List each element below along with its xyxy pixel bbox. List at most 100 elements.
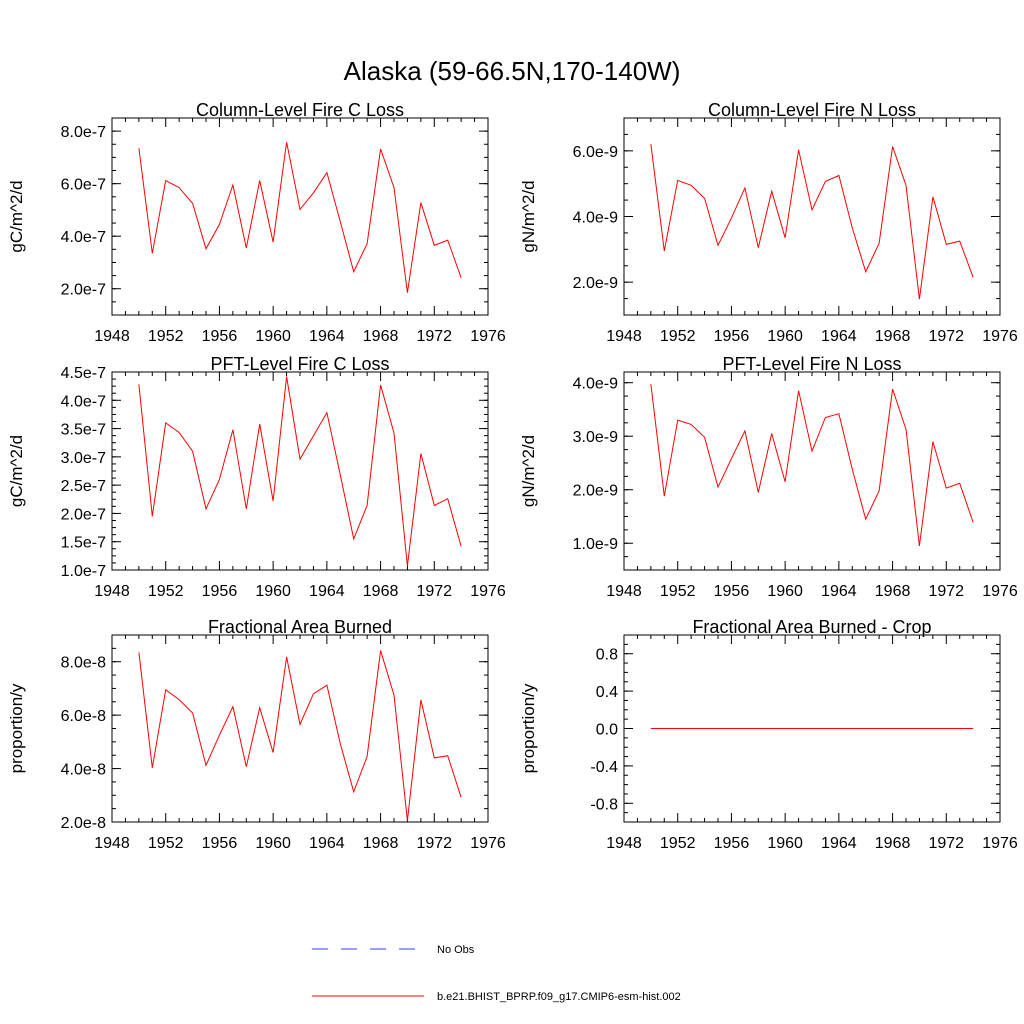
- x-tick-label: 1964: [821, 835, 857, 852]
- y-tick-label: 1.5e-7: [61, 535, 106, 552]
- x-tick-label: 1968: [363, 835, 399, 852]
- x-tick-label: 1976: [470, 835, 506, 852]
- y-tick-label: 3.0e-9: [573, 429, 618, 446]
- y-tick-label: 4.0e-9: [573, 210, 618, 227]
- series-line-model: [138, 650, 462, 821]
- x-tick-label: 1968: [363, 328, 399, 345]
- x-tick-label: 1968: [875, 835, 911, 852]
- panel-column-level-fire-c-loss: Column-Level Fire C Loss gC/m^2/d 1948 1952…: [7, 100, 506, 345]
- panel-pft-level-fire-n-loss: PFT-Level Fire N Loss gN/m^2/d 1948 1952 195…: [519, 354, 1018, 600]
- x-tick-label: 1952: [660, 835, 696, 852]
- series-line-model: [138, 142, 462, 293]
- y-tick-label: 2.0e-7: [61, 506, 106, 523]
- plot-frame: [111, 117, 489, 316]
- x-tick-label: 1952: [148, 835, 184, 852]
- plot-frame: [623, 371, 1001, 571]
- x-tick-label: 1952: [660, 328, 696, 345]
- x-tick-label: 1948: [606, 328, 642, 345]
- x-tick-label: 1960: [767, 328, 803, 345]
- x-tick-label: 1960: [255, 328, 291, 345]
- x-tick-label: 1952: [148, 583, 184, 600]
- y-tick-label: 2.0e-9: [573, 483, 618, 500]
- x-tick-label: 1960: [767, 583, 803, 600]
- x-tick-label: 1972: [416, 835, 452, 852]
- y-tick-label: 6.0e-9: [573, 144, 618, 161]
- y-tick-label: 4.0e-7: [61, 229, 106, 246]
- y-tick-label: 0.0: [596, 722, 618, 739]
- x-tick-label: 1972: [416, 328, 452, 345]
- series-line-model: [650, 144, 974, 300]
- panel-title: PFT-Level Fire C Loss: [210, 354, 389, 374]
- y-tick-label: 3.5e-7: [61, 422, 106, 439]
- x-tick-label: 1976: [982, 328, 1018, 345]
- y-tick-label: 4.0e-9: [573, 376, 618, 393]
- x-tick-label: 1964: [309, 583, 345, 600]
- panel-title: PFT-Level Fire N Loss: [722, 354, 901, 374]
- y-tick-label: 2.5e-7: [61, 478, 106, 495]
- panels: Column-Level Fire C Loss gC/m^2/d 1948 1952…: [7, 100, 1018, 852]
- x-tick-label: 1948: [94, 835, 130, 852]
- y-tick-label: -0.4: [590, 759, 618, 776]
- y-tick-label: 4.0e-8: [61, 762, 106, 779]
- y-tick-label: 8.0e-7: [61, 124, 106, 141]
- y-tick-label: 6.0e-8: [61, 708, 106, 725]
- y-tick-label: 1.0e-7: [61, 563, 106, 580]
- y-axis-label: proportion/y: [519, 683, 538, 773]
- x-tick-label: 1956: [202, 835, 238, 852]
- legend: No Obs b.e21.BHIST_BPRP.f09_g17.CMIP6-es…: [312, 944, 681, 1003]
- plot-frame: [111, 634, 489, 823]
- panel-pft-level-fire-c-loss: PFT-Level Fire C Loss gC/m^2/d 1948 1952 195…: [7, 354, 506, 600]
- y-axis-label: gC/m^2/d: [7, 180, 26, 252]
- y-tick-label: 2.0e-7: [61, 282, 106, 299]
- y-tick-label: -0.8: [590, 796, 618, 813]
- y-tick-label: 4.5e-7: [61, 365, 106, 382]
- x-tick-label: 1948: [94, 583, 130, 600]
- y-tick-label: 3.0e-7: [61, 450, 106, 467]
- panel-fractional-area-burned-crop: Fractional Area Burned - Crop proportion/…: [519, 617, 1018, 852]
- y-tick-label: 2.0e-8: [61, 815, 106, 832]
- y-tick-label: 0.4: [596, 684, 618, 701]
- x-tick-label: 1968: [875, 583, 911, 600]
- x-tick-label: 1964: [821, 583, 857, 600]
- x-tick-label: 1972: [928, 328, 964, 345]
- y-tick-label: 4.0e-7: [61, 393, 106, 410]
- x-tick-label: 1976: [982, 583, 1018, 600]
- x-tick-label: 1956: [714, 583, 750, 600]
- y-axis-label: gN/m^2/d: [519, 180, 538, 252]
- y-axis-label: gC/m^2/d: [7, 435, 26, 507]
- x-tick-label: 1956: [202, 583, 238, 600]
- series-line-model: [650, 384, 974, 546]
- x-tick-label: 1956: [714, 835, 750, 852]
- legend-label-model: b.e21.BHIST_BPRP.f09_g17.CMIP6-esm-hist.…: [437, 991, 681, 1003]
- x-tick-label: 1956: [202, 328, 238, 345]
- x-tick-label: 1976: [470, 328, 506, 345]
- x-tick-label: 1960: [255, 583, 291, 600]
- x-tick-label: 1952: [660, 583, 696, 600]
- panel-column-level-fire-n-loss: Column-Level Fire N Loss gN/m^2/d 1948 1952…: [519, 100, 1018, 345]
- x-tick-label: 1956: [714, 328, 750, 345]
- figure-title: Alaska (59-66.5N,170-140W): [344, 56, 681, 86]
- y-tick-label: 8.0e-8: [61, 655, 106, 672]
- panel-title: Fractional Area Burned: [208, 617, 392, 637]
- x-tick-label: 1964: [309, 328, 345, 345]
- x-tick-label: 1968: [875, 328, 911, 345]
- x-tick-label: 1960: [255, 835, 291, 852]
- x-tick-label: 1948: [606, 583, 642, 600]
- x-tick-label: 1952: [148, 328, 184, 345]
- y-tick-label: 2.0e-9: [573, 275, 618, 292]
- x-tick-label: 1964: [821, 328, 857, 345]
- x-tick-label: 1948: [94, 328, 130, 345]
- x-tick-label: 1968: [363, 583, 399, 600]
- x-tick-label: 1948: [606, 835, 642, 852]
- plot-frame: [623, 117, 1001, 316]
- x-tick-label: 1960: [767, 835, 803, 852]
- x-tick-label: 1976: [470, 583, 506, 600]
- x-tick-label: 1964: [309, 835, 345, 852]
- x-tick-label: 1972: [928, 583, 964, 600]
- legend-label-no-obs: No Obs: [437, 944, 475, 956]
- y-tick-label: 6.0e-7: [61, 177, 106, 194]
- panel-title: Column-Level Fire C Loss: [196, 100, 404, 120]
- y-axis-label: gN/m^2/d: [519, 435, 538, 507]
- y-tick-label: 1.0e-9: [573, 536, 618, 553]
